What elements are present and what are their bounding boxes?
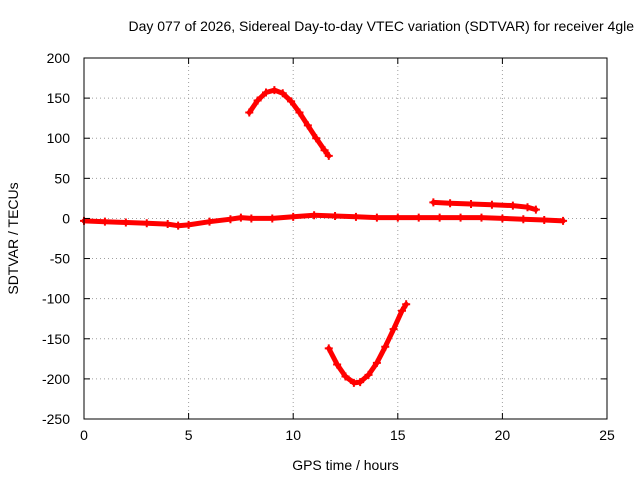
data-point [324,151,333,160]
data-point [351,212,360,221]
data-point [303,121,312,130]
data-point [429,198,438,207]
x-tick-label: 5 [185,427,193,443]
y-tick-label: -100 [42,291,70,307]
y-tick-label: 200 [47,50,71,66]
data-point [262,88,271,97]
data-point [331,212,340,221]
x-tick-label: 0 [80,427,88,443]
data-point [278,89,287,98]
data-point [100,217,109,226]
data-point [523,203,532,212]
series-line-1 [81,212,566,229]
y-tick-label: -50 [50,251,70,267]
x-tick-label: 25 [599,427,615,443]
data-point [402,300,411,309]
data-point [253,96,262,105]
data-point [174,221,183,230]
data-point [142,219,151,228]
data-point [312,134,321,143]
data-point [414,213,423,222]
data-point [389,325,398,334]
x-tick-label: 20 [495,427,511,443]
data-point [121,218,130,227]
data-series [80,86,568,387]
data-point [320,146,329,155]
data-point [508,201,517,210]
data-point [477,213,486,222]
data-point [372,213,381,222]
chart-title: Day 077 of 2026, Sidereal Day-to-day VTE… [128,18,634,34]
data-point [372,358,381,367]
data-point [341,372,350,381]
plot-frame [83,57,608,420]
data-point [184,220,193,229]
y-tick-label: -150 [42,331,70,347]
series-line-3 [326,301,409,386]
y-tick-label: -200 [42,371,70,387]
data-point [268,214,277,223]
data-point [310,211,319,220]
data-point [333,360,342,369]
data-point [163,220,172,229]
data-point [559,216,568,225]
data-point [435,213,444,222]
y-tick-label: 50 [54,170,70,186]
y-axis-label: SDTVAR / TECUs [5,182,21,294]
y-tick-label: 150 [47,90,71,106]
data-point [467,200,476,209]
grid-lines [84,58,607,419]
x-axis-label: GPS time / hours [292,457,399,473]
data-point [498,214,507,223]
axis-ticks: 0 5 10 15 20 25 -250 -200 -150 -100 -50 0 50 100 150 20… [42,50,615,443]
data-point [287,97,296,106]
x-tick-label: 10 [285,427,301,443]
x-tick-label: 15 [390,427,406,443]
data-point [381,342,390,351]
data-point [289,212,298,221]
data-point [531,205,540,214]
data-point [487,200,496,209]
data-point [364,370,373,379]
data-point [446,199,455,208]
data-point [540,216,549,225]
data-point [245,108,254,117]
data-point [226,215,235,224]
data-point [397,306,406,315]
data-point [519,215,528,224]
data-point [205,217,214,226]
data-point [456,213,465,222]
data-point [236,213,245,222]
y-tick-label: 0 [62,210,70,226]
data-point [247,214,256,223]
data-point [270,86,279,95]
data-point [393,213,402,222]
data-point [295,108,304,117]
data-point [356,378,365,387]
y-tick-label: -250 [42,411,70,427]
y-tick-label: 100 [47,130,71,146]
data-point [324,344,333,353]
